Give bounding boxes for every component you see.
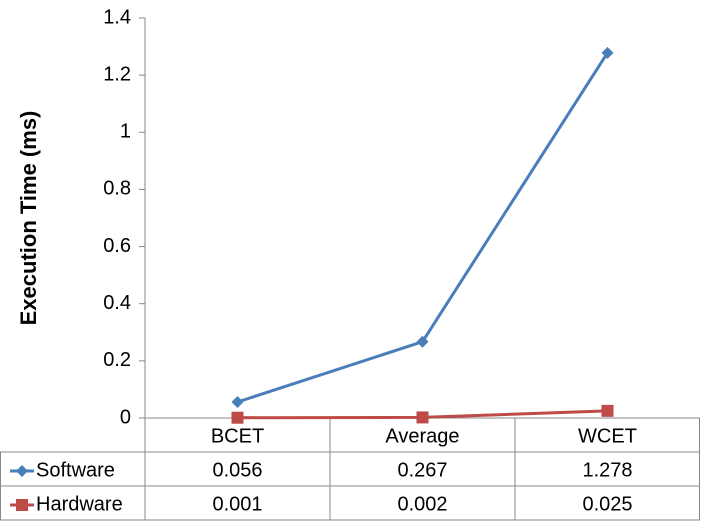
point bbox=[16, 499, 28, 511]
table-value: 1.278 bbox=[582, 459, 632, 481]
point bbox=[416, 335, 429, 348]
y-tick-label: 1.2 bbox=[103, 63, 131, 85]
point bbox=[231, 396, 244, 408]
x-tick-label: Average bbox=[385, 425, 459, 447]
table-value: 0.025 bbox=[582, 493, 632, 515]
y-tick-label: 1.4 bbox=[103, 6, 131, 28]
y-tick-label: 0.2 bbox=[103, 349, 131, 371]
y-tick-label: 0.6 bbox=[103, 235, 131, 257]
y-axis-label: Execution Time (ms) bbox=[16, 111, 41, 326]
table-value: 0.002 bbox=[397, 493, 447, 515]
legend-label: Software bbox=[36, 459, 115, 481]
point bbox=[416, 411, 429, 424]
table-value: 0.267 bbox=[397, 459, 447, 481]
y-tick-label: 0.4 bbox=[103, 292, 131, 314]
y-tick-label: 1 bbox=[120, 121, 131, 143]
table-value: 0.056 bbox=[212, 459, 262, 481]
point bbox=[16, 465, 28, 477]
y-tick-label: 0 bbox=[120, 406, 131, 428]
table-value: 0.001 bbox=[212, 493, 262, 515]
x-tick-label: WCET bbox=[578, 425, 637, 447]
point bbox=[231, 411, 244, 424]
x-tick-label: BCET bbox=[211, 425, 264, 447]
point bbox=[601, 46, 614, 59]
legend-label: Hardware bbox=[36, 493, 123, 515]
y-tick-label: 0.8 bbox=[103, 178, 131, 200]
point bbox=[601, 404, 614, 417]
series-line bbox=[237, 52, 609, 404]
